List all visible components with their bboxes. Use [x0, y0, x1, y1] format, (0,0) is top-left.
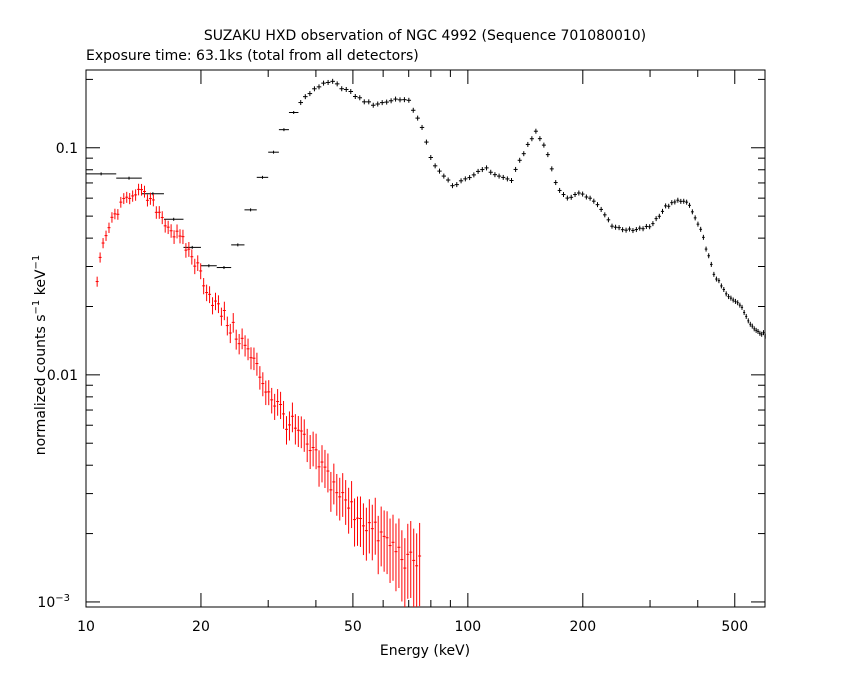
y-tick-label: 0.1 [56, 141, 78, 157]
chart-title: SUZAKU HXD observation of NGC 4992 (Sequ… [204, 28, 646, 44]
y-tick-label: 10−3 [37, 593, 70, 611]
x-tick-labels: 10 20 50 100 200 500 [77, 619, 748, 635]
x-tick-label: 200 [569, 619, 596, 635]
y-axis-label-sup2: −1 [31, 255, 42, 270]
y-tick-labels: 0.1 0.01 10−3 [37, 141, 78, 611]
x-tick-label: 500 [721, 619, 748, 635]
y-axis-label-mid: keV [33, 269, 49, 300]
y-axis-label: normalized counts s−1 keV−1 [31, 255, 49, 456]
series-layer [86, 78, 766, 607]
y-axis-label-main: normalized counts s [33, 314, 49, 455]
x-tick-label: 100 [454, 619, 481, 635]
y-axis-label-sup1: −1 [31, 300, 42, 315]
y-tick-label: 0.01 [47, 368, 78, 384]
axis-ticks [85, 70, 766, 607]
series-pin [95, 183, 422, 607]
x-tick-label: 10 [77, 619, 95, 635]
series-gso [86, 78, 766, 339]
x-tick-label: 50 [344, 619, 362, 635]
plot-frame [85, 69, 766, 608]
x-axis-label: Energy (keV) [380, 643, 470, 659]
chart-subtitle: Exposure time: 63.1ks (total from all de… [86, 48, 419, 64]
x-tick-label: 20 [192, 619, 210, 635]
